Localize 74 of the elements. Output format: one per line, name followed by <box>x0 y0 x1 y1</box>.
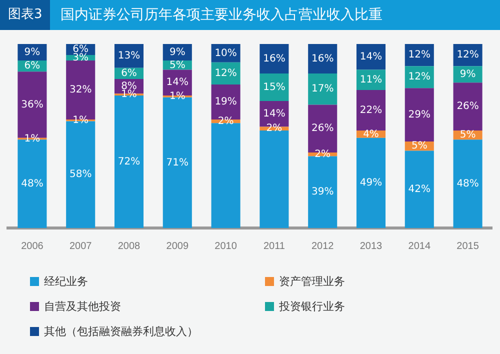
x-tick-label: 2009 <box>166 240 189 252</box>
data-label: 5% <box>460 130 476 141</box>
bar <box>308 156 338 228</box>
data-label: 1% <box>72 114 89 126</box>
bar <box>308 73 338 105</box>
x-tick-label: 2007 <box>69 240 92 252</box>
data-label: 1% <box>121 89 137 100</box>
data-label: 14% <box>360 51 382 62</box>
data-label: 42% <box>408 184 431 195</box>
bar <box>356 44 386 70</box>
data-label: 6% <box>121 68 137 80</box>
data-label: 29% <box>408 109 431 120</box>
bar <box>404 150 434 228</box>
legend-label: 投资银行业务 <box>279 299 345 314</box>
bar <box>356 138 386 228</box>
x-tick-label: 2013 <box>360 240 383 252</box>
data-label: 12% <box>214 68 237 80</box>
bar <box>114 96 144 228</box>
bar <box>453 140 482 228</box>
data-label: 39% <box>311 186 334 198</box>
data-label: 9% <box>24 46 40 58</box>
data-label: 49% <box>360 178 382 189</box>
data-label: 16% <box>263 53 286 64</box>
data-label: 9% <box>460 68 476 80</box>
data-label: 22% <box>360 104 382 116</box>
data-label: 36% <box>21 99 44 110</box>
data-label: 9% <box>169 46 186 58</box>
data-label: 71% <box>166 157 189 168</box>
x-tick-label: 2014 <box>408 240 431 252</box>
data-label: 6% <box>24 60 40 72</box>
data-label: 32% <box>69 84 92 96</box>
data-label: 12% <box>408 72 431 83</box>
bar <box>260 73 289 102</box>
x-tick-label: 2010 <box>214 240 238 252</box>
bar <box>453 82 482 130</box>
legend-label: 其他（包括融资融券利息收入） <box>44 324 198 339</box>
data-label: 5% <box>169 60 186 71</box>
data-label: 14% <box>166 77 189 88</box>
data-label: 10% <box>214 48 237 59</box>
bar <box>404 88 434 142</box>
x-tick-label: 2015 <box>456 240 480 252</box>
data-label: 48% <box>456 178 479 190</box>
legend-label: 自营及其他投资 <box>44 299 121 314</box>
data-label: 5% <box>411 140 428 152</box>
data-label: 19% <box>214 96 237 108</box>
legend-label: 资产管理业务 <box>279 274 345 289</box>
data-label: 72% <box>118 156 140 168</box>
x-tick-label: 2006 <box>21 240 44 252</box>
data-label: 15% <box>263 82 286 93</box>
data-label: 26% <box>456 101 479 112</box>
bar <box>356 90 386 130</box>
data-label: 16% <box>311 53 334 64</box>
data-label: 12% <box>408 50 431 61</box>
chart-title: 国内证券公司历年各项主要业务收入占营业收入比重 <box>60 6 382 24</box>
bar <box>211 123 240 228</box>
data-label: 1% <box>169 91 186 102</box>
bar <box>308 44 338 74</box>
bar <box>260 130 289 228</box>
legend-label: 经纪业务 <box>44 274 88 289</box>
data-label: 11% <box>360 74 382 86</box>
data-label: 14% <box>263 108 286 120</box>
text: 图表3 <box>0 0 50 30</box>
x-tick-label: 2012 <box>311 240 334 252</box>
x-tick-label: 2011 <box>263 240 286 252</box>
data-label: 4% <box>363 128 379 140</box>
data-label: 26% <box>311 123 334 134</box>
x-tick-label: 2008 <box>118 240 141 252</box>
bar <box>260 44 289 74</box>
data-label: 17% <box>311 84 334 95</box>
data-label: 12% <box>456 50 479 61</box>
data-label: 3% <box>72 52 89 64</box>
data-label: 13% <box>118 50 140 62</box>
data-label: 58% <box>69 169 92 180</box>
data-label: 48% <box>21 178 44 190</box>
